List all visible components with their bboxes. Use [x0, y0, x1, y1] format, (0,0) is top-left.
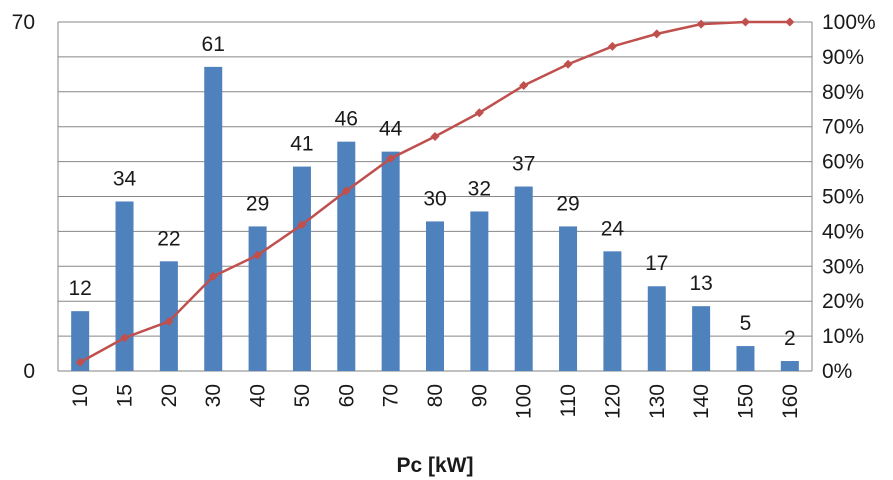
bar — [647, 286, 666, 371]
right-tick-label: 70% — [822, 116, 864, 139]
bar — [292, 166, 311, 371]
line-point — [386, 153, 396, 163]
right-tick-label: 40% — [822, 220, 864, 243]
line-point — [297, 220, 307, 230]
bar-value-label: 37 — [512, 153, 535, 176]
bar — [381, 151, 400, 371]
bar — [692, 306, 711, 371]
bar-value-label: 61 — [202, 33, 225, 56]
line-point — [430, 131, 440, 141]
bar — [780, 361, 799, 371]
x-tick-label: 20 — [158, 384, 181, 407]
bar — [159, 261, 178, 371]
line-point — [652, 29, 662, 39]
bar-value-label: 2 — [784, 327, 796, 350]
bar-value-label: 34 — [113, 167, 137, 190]
x-tick-label: 150 — [734, 384, 757, 419]
bar-value-label: 22 — [157, 227, 180, 250]
line-point — [607, 41, 617, 51]
bar — [470, 211, 489, 371]
bar — [603, 251, 622, 371]
x-tick-label: 120 — [601, 384, 624, 419]
bar — [115, 201, 134, 371]
right-tick-label: 90% — [822, 46, 864, 69]
right-tick-label: 0% — [822, 360, 852, 383]
right-tick-label: 80% — [822, 81, 864, 104]
x-axis-title: Pc [kW] — [396, 454, 473, 477]
bar-value-label: 46 — [335, 108, 358, 131]
left-tick-label: 70 — [12, 11, 35, 34]
x-tick-label: 80 — [424, 384, 447, 407]
left-axis-ticks: 0 70 — [12, 11, 35, 383]
x-tick-label: 140 — [690, 384, 713, 419]
bar-value-label: 29 — [556, 192, 579, 215]
bar-value-label: 44 — [379, 118, 403, 141]
bar — [736, 346, 755, 371]
bar — [426, 221, 444, 371]
x-tick-label: 30 — [202, 384, 225, 407]
line-point — [696, 19, 706, 29]
bar — [248, 226, 267, 371]
line-point — [75, 357, 85, 367]
x-tick-label: 110 — [557, 384, 580, 417]
bar-value-label: 32 — [468, 177, 491, 200]
x-tick-label: 60 — [335, 384, 358, 407]
bar-value-label: 13 — [689, 272, 712, 295]
line-point — [519, 81, 529, 91]
x-tick-label: 50 — [291, 384, 314, 407]
right-axis-ticks: 0% 10% 20% 30% 40% 50% 60% 70% 80% 90% 100% — [822, 11, 876, 383]
line-point — [253, 250, 263, 260]
line-point — [740, 17, 750, 27]
bar-value-label: 29 — [246, 192, 269, 215]
x-tick-label: 160 — [779, 384, 802, 419]
bar-series — [71, 66, 799, 371]
line-point — [164, 316, 174, 326]
x-tick-label: 70 — [380, 384, 403, 407]
x-tick-label: 40 — [247, 384, 270, 407]
bar — [559, 226, 578, 371]
line-point — [208, 271, 218, 281]
bar — [71, 311, 90, 371]
line-point — [341, 186, 351, 196]
right-tick-label: 60% — [822, 151, 864, 174]
bar-value-label: 17 — [645, 252, 668, 275]
x-tick-label: 10 — [69, 384, 92, 407]
bar-value-label: 5 — [740, 312, 752, 335]
right-tick-label: 30% — [822, 255, 864, 278]
bar-value-label: 41 — [290, 133, 313, 156]
bar-data-labels: 12 34 22 61 29 41 46 44 30 32 37 29 24 17 13 5 2 — [68, 33, 795, 350]
x-tick-label: 15 — [114, 384, 137, 407]
line-point — [785, 17, 795, 27]
line-point — [474, 108, 484, 118]
line-point — [120, 333, 130, 343]
bar — [514, 186, 533, 371]
line-point — [563, 59, 573, 69]
right-tick-label: 100% — [822, 11, 876, 34]
right-tick-label: 50% — [822, 186, 864, 209]
bar — [204, 66, 223, 371]
left-tick-label: 0 — [23, 360, 35, 383]
x-tick-label: 130 — [646, 384, 669, 419]
right-tick-label: 10% — [822, 325, 864, 348]
bar — [337, 141, 356, 371]
bar-value-label: 24 — [601, 217, 625, 240]
bar-value-label: 12 — [68, 277, 91, 300]
x-tick-label: 100 — [513, 384, 536, 419]
cumulative-line-series — [75, 17, 795, 367]
bar-value-label: 30 — [423, 187, 446, 210]
right-tick-label: 20% — [822, 290, 864, 313]
x-tick-label: 90 — [468, 384, 491, 407]
x-axis-ticks: 10 15 20 30 40 50 60 70 80 90 100 110 120 130 140 150 16… — [69, 384, 802, 419]
